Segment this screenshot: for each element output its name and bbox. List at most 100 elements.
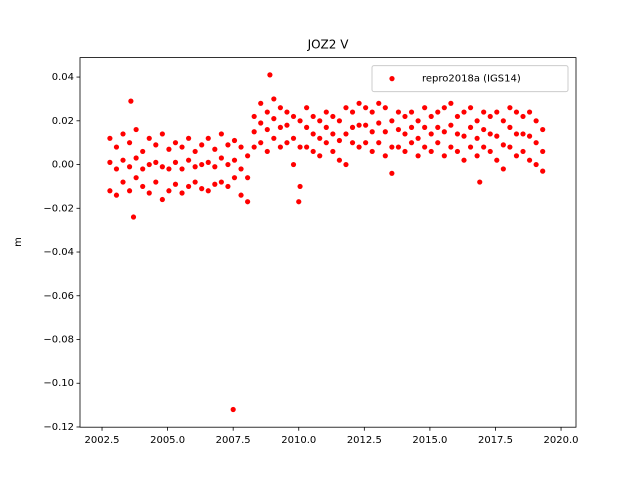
data-point	[126, 140, 133, 146]
data-point	[146, 190, 152, 196]
data-point	[172, 181, 179, 187]
data-point	[128, 98, 134, 104]
data-point	[113, 144, 120, 150]
data-point	[540, 148, 546, 155]
data-point	[284, 140, 290, 146]
data-point	[454, 113, 461, 120]
data-point	[526, 133, 533, 139]
data-point	[477, 179, 483, 185]
data-point	[435, 124, 441, 130]
data-point	[179, 144, 185, 150]
data-point	[467, 124, 474, 130]
data-point	[225, 161, 231, 168]
data-point	[461, 109, 467, 115]
data-point	[454, 131, 461, 137]
data-point	[369, 148, 375, 155]
data-point	[238, 144, 244, 150]
data-point	[363, 122, 369, 128]
data-point	[153, 179, 159, 185]
data-point	[533, 161, 539, 168]
data-point	[304, 144, 310, 150]
data-point	[343, 105, 349, 111]
data-point	[179, 166, 185, 172]
x-tick-label: 2002.5	[85, 435, 120, 446]
y-tick-label: −0.04	[43, 247, 74, 258]
data-point	[487, 131, 493, 137]
data-point	[500, 118, 506, 124]
data-point	[520, 113, 526, 120]
data-point	[290, 113, 297, 120]
data-point	[120, 179, 126, 185]
data-point	[199, 186, 205, 192]
data-point	[310, 148, 316, 155]
data-point	[166, 146, 172, 152]
data-point	[297, 144, 303, 150]
data-point	[199, 142, 205, 148]
data-point	[395, 109, 402, 115]
data-point	[330, 113, 336, 120]
data-point	[376, 120, 382, 126]
data-point	[140, 148, 146, 155]
data-point	[533, 118, 539, 124]
data-point	[126, 164, 133, 170]
data-point	[133, 175, 139, 181]
data-point	[356, 144, 362, 150]
plot-frame	[79, 57, 577, 428]
data-point	[231, 137, 238, 144]
data-point	[428, 113, 434, 120]
data-point	[349, 140, 356, 146]
data-point	[192, 179, 198, 185]
data-point	[422, 124, 428, 130]
data-point	[487, 113, 493, 120]
data-point	[428, 131, 434, 137]
data-point	[172, 159, 179, 165]
data-point	[402, 131, 408, 137]
data-point	[231, 175, 238, 181]
data-point	[297, 183, 303, 190]
data-point	[271, 116, 277, 122]
data-point	[225, 142, 231, 148]
data-point	[513, 109, 520, 115]
data-point	[487, 148, 493, 155]
data-point	[126, 188, 133, 194]
data-point	[218, 155, 224, 161]
x-tick-label: 2012.5	[347, 435, 382, 446]
data-point	[415, 118, 421, 124]
data-point	[172, 140, 179, 146]
x-tick-label: 2010.0	[281, 435, 316, 446]
data-point	[415, 153, 421, 159]
y-tick-label: −0.12	[43, 422, 74, 433]
data-point	[395, 144, 402, 150]
data-point	[408, 124, 415, 130]
data-point	[159, 164, 165, 170]
data-point	[225, 183, 231, 190]
y-tick-label: 0.02	[52, 116, 74, 127]
data-point	[212, 181, 218, 187]
data-point	[349, 109, 356, 115]
data-point	[507, 105, 513, 111]
data-point	[481, 109, 487, 115]
data-point	[120, 131, 126, 137]
data-point	[500, 142, 506, 148]
data-point	[540, 168, 546, 174]
data-point	[507, 144, 513, 150]
data-point	[107, 159, 113, 165]
data-point	[107, 188, 113, 194]
data-point	[107, 135, 113, 141]
data-point	[336, 118, 343, 124]
data-point	[179, 190, 185, 196]
data-point	[271, 135, 277, 141]
data-point	[441, 105, 447, 111]
y-tick-label: 0.00	[52, 160, 74, 171]
data-point	[153, 159, 159, 165]
data-point	[290, 135, 297, 141]
data-point	[140, 166, 146, 172]
data-point	[507, 124, 513, 130]
data-point	[317, 118, 323, 124]
data-point	[245, 199, 251, 205]
x-tick-label: 2017.5	[478, 435, 513, 446]
data-point	[494, 157, 500, 163]
data-point	[310, 113, 316, 120]
data-point	[481, 144, 487, 150]
data-point	[448, 122, 454, 128]
